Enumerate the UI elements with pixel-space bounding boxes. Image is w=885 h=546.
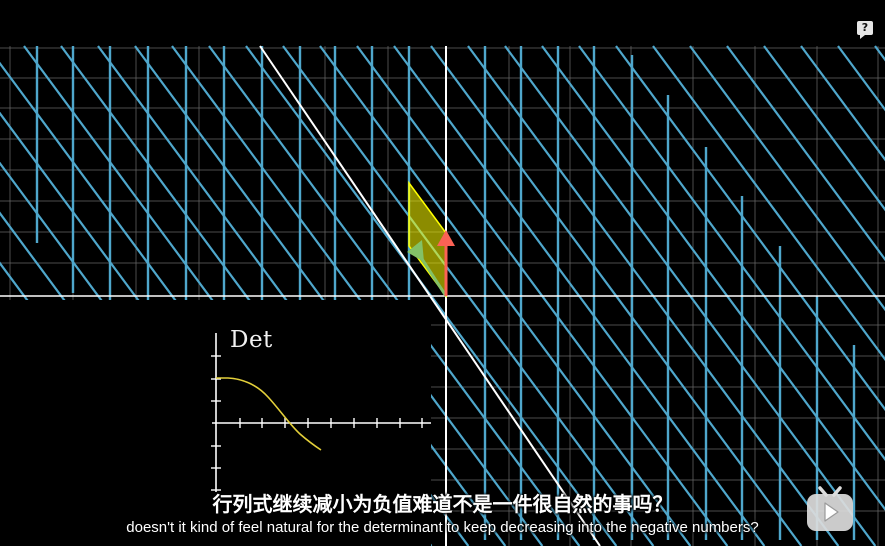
determinant-curve [216, 377, 322, 451]
subtitle-chinese: 行列式继续减小为负值难道不是一件很自然的事吗？ [212, 492, 673, 516]
basis-vector-j-arrowhead [437, 230, 455, 246]
transformed-axis [259, 45, 601, 546]
determinant-parallelogram [408, 180, 447, 299]
grid-line-diagonal [763, 45, 885, 212]
help-button[interactable]: ? [857, 21, 873, 39]
basis-vectors [407, 230, 455, 297]
grid-line-diagonal [800, 45, 885, 162]
grid-line-diagonal [726, 45, 885, 262]
bilibili-tv-icon[interactable] [804, 484, 856, 534]
determinant-inset-graph [0, 300, 431, 546]
determinant-area [408, 180, 447, 299]
basis-vector-i-arrowhead [407, 240, 424, 262]
inset-graph-label: Det [230, 327, 273, 353]
transformed-grid [0, 45, 885, 546]
basis-vector-i [418, 255, 448, 297]
subtitle-english: doesn't it kind of feel natural for the … [126, 519, 759, 536]
